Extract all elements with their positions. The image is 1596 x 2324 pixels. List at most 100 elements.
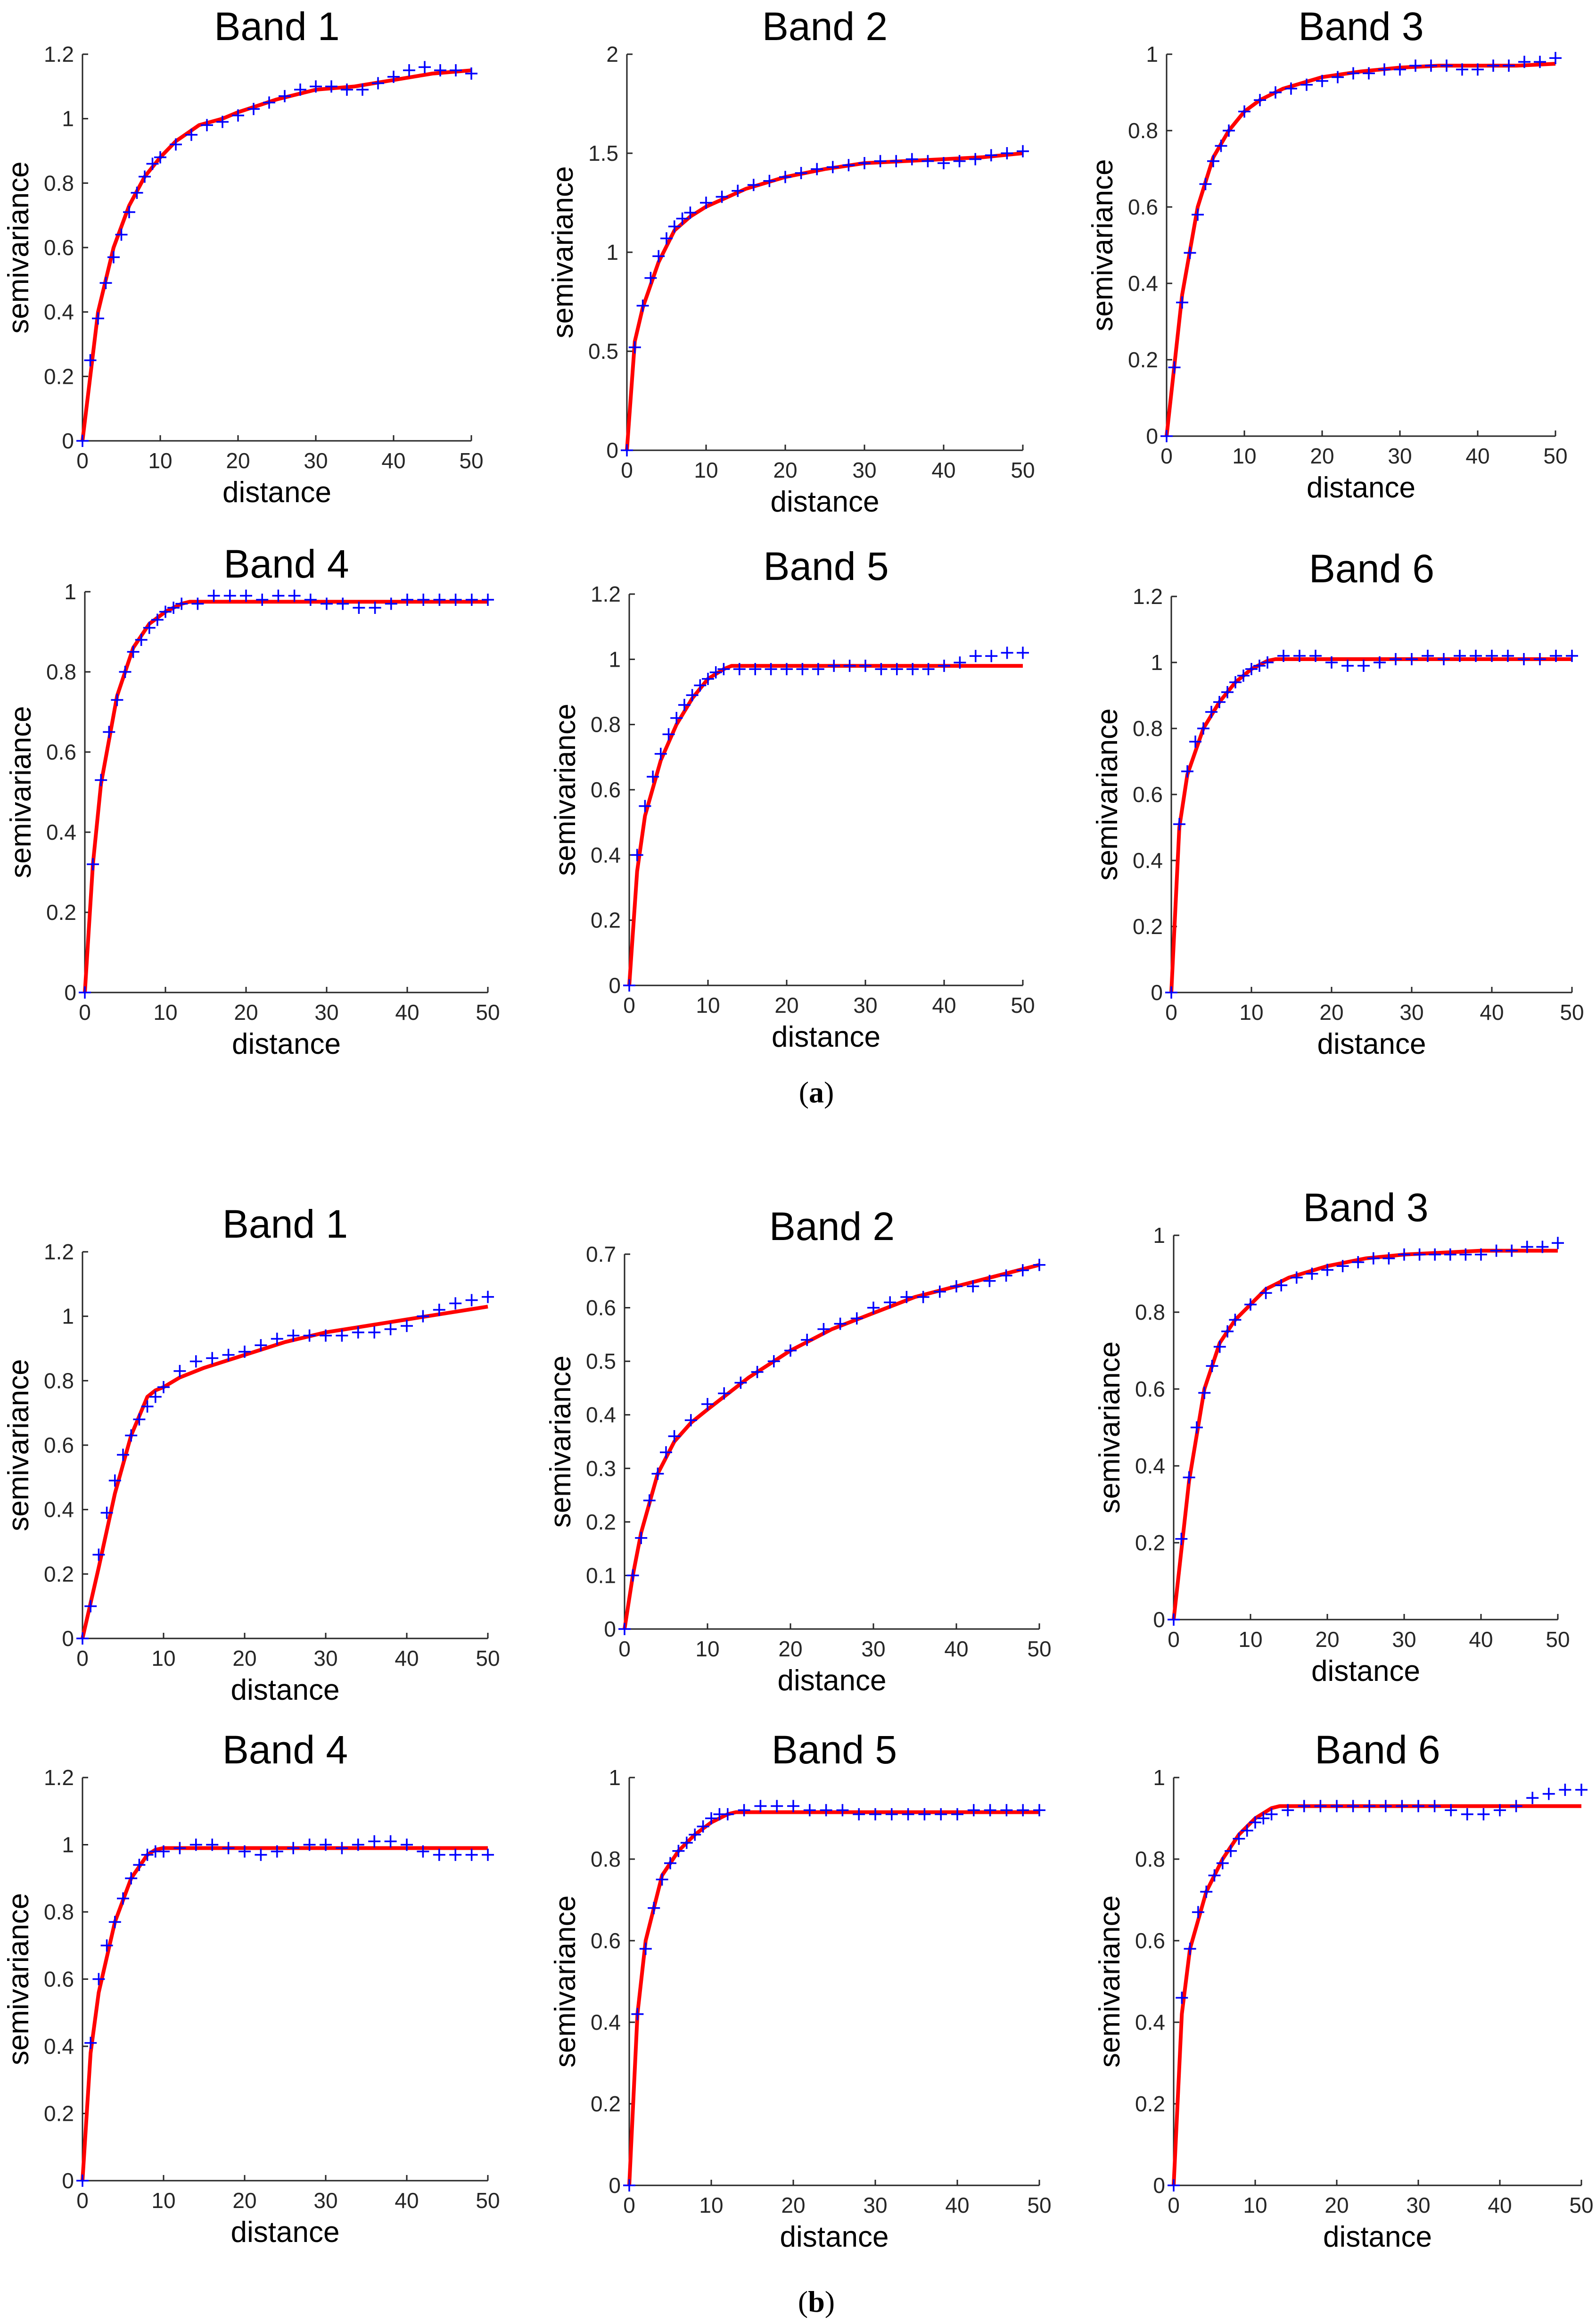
chart-panel-a-6: 0 10 20 30 40 50 0 0.2 0.4 0.6 0.8 1 1.2 Band 6 distan… [1091,546,1584,1060]
data-point-marker [191,597,204,610]
x-tick-label: 50 [476,1000,500,1025]
data-point-marker [765,663,777,676]
data-point-marker [1033,1258,1045,1271]
y-tick-label: 0.5 [586,1349,616,1373]
x-tick-label: 0 [621,458,633,482]
data-point-marker [662,728,675,741]
y-tick-label: 0.2 [591,908,621,933]
data-point-marker [689,1828,701,1841]
data-point-marker [1566,650,1578,662]
data-point-marker [450,64,462,77]
data-point-marker [639,800,651,812]
data-point-marker [621,444,633,456]
x-tick-label: 50 [1011,993,1035,1017]
data-point-marker [1192,208,1204,221]
data-point-marker [352,1326,364,1339]
data-point-marker [1165,986,1177,999]
data-point-marker [917,1290,930,1303]
data-point-marker [449,1848,462,1861]
data-point-marker [1536,1241,1549,1253]
data-point-marker [76,2175,89,2187]
data-point-marker [700,197,712,209]
data-point-marker [718,1387,731,1400]
data-point-marker [678,699,691,711]
x-tick-label: 20 [234,1000,258,1025]
data-point-marker [239,1345,251,1358]
data-point-marker [874,155,887,167]
data-point-marker [787,1800,799,1812]
data-point-marker [1221,1325,1234,1338]
data-point-marker [1213,1340,1226,1353]
data-point-marker [1534,653,1546,665]
y-axis-label: semivariance [549,1895,582,2068]
x-tick-label: 20 [774,993,798,1017]
y-tick-label: 0.4 [591,843,621,867]
x-tick-label: 10 [151,2188,175,2213]
data-point-marker [1306,1267,1318,1280]
x-axis-label: distance [231,2216,340,2249]
data-point-marker [232,109,244,122]
data-point-marker [747,179,760,191]
data-point-marker [1259,1287,1272,1299]
chart-title: Band 5 [772,1728,897,1772]
data-point-marker [189,1838,202,1851]
y-tick-label: 0.6 [1128,195,1158,219]
data-point-marker [733,663,746,676]
data-point-marker [1001,646,1013,659]
data-point-marker [1518,653,1530,665]
x-tick-label: 0 [79,1000,91,1025]
x-tick-label: 40 [1469,1627,1493,1652]
data-point-marker [717,663,730,676]
x-tick-label: 30 [861,1637,885,1661]
x-tick-label: 20 [778,1637,802,1661]
data-point-marker [1241,1824,1253,1837]
data-point-marker [111,694,123,706]
x-tick-label: 30 [1406,2193,1430,2217]
data-point-marker [751,1365,764,1378]
data-point-marker [705,1812,717,1825]
data-point-marker [263,96,275,109]
data-point-marker [175,597,188,610]
data-point-marker [337,597,349,610]
y-tick-label: 0 [62,429,74,453]
data-point-marker [433,1848,445,1861]
data-point-marker [1269,86,1282,99]
x-tick-label: 50 [1027,1637,1051,1661]
x-tick-label: 0 [1168,2193,1180,2217]
x-tick-label: 40 [395,1646,419,1671]
data-point-marker [92,1548,105,1561]
data-point-marker [875,663,888,676]
x-tick-label: 30 [313,2188,337,2213]
data-point-marker [1293,650,1306,662]
data-point-marker [157,1381,170,1393]
data-point-marker [795,167,807,179]
data-point-marker [656,1873,668,1886]
data-point-marker [859,660,872,672]
y-axis-label: semivariance [1086,159,1119,331]
data-point-marker [465,1848,478,1861]
data-point-marker [433,1304,445,1316]
data-point-marker [1347,1800,1359,1812]
data-point-marker [1176,296,1188,309]
x-axis-label: distance [222,476,331,509]
y-tick-label: 0.8 [44,171,74,195]
y-tick-label: 0.2 [1133,914,1163,939]
y-tick-label: 0.6 [1133,782,1163,807]
fit-curve [1172,1249,1558,1620]
y-tick-label: 0.2 [1135,2092,1165,2116]
x-tick-label: 40 [931,458,955,482]
x-tick-label: 10 [699,2193,723,2217]
data-point-marker [303,1838,316,1851]
data-point-marker [353,602,365,614]
data-point-marker [1282,1804,1294,1817]
data-point-marker [107,251,120,264]
data-point-marker [352,1838,364,1851]
data-point-marker [255,1339,267,1352]
x-tick-label: 30 [304,448,328,473]
data-point-marker [449,1297,462,1310]
data-point-marker [842,159,855,172]
data-point-marker [95,774,107,786]
y-tick-label: 0.2 [591,2092,621,2116]
data-point-marker [902,1808,914,1820]
